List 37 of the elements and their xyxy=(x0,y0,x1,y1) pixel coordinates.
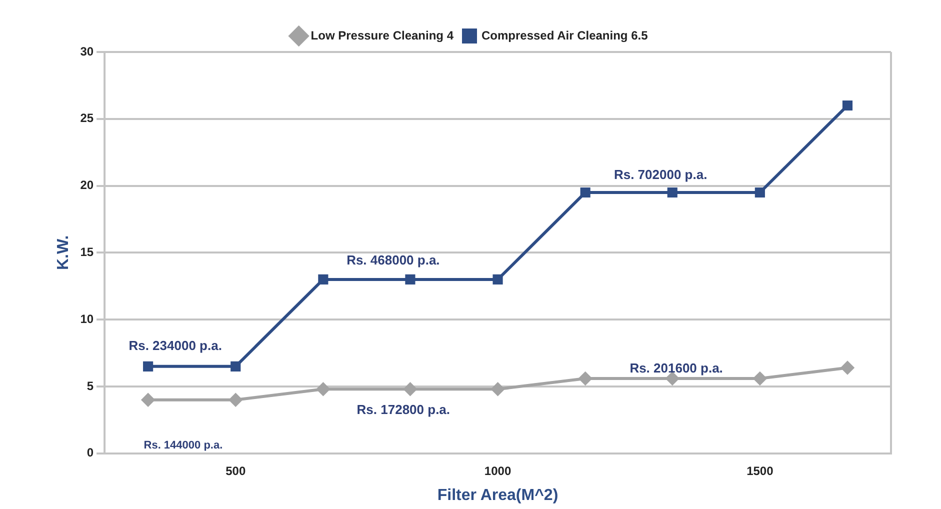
y-axis-title: K.W. xyxy=(55,235,72,270)
y-tick-label: 20 xyxy=(80,178,94,192)
point xyxy=(230,361,241,372)
annotation: Rs. 468000 p.a. xyxy=(346,252,440,268)
point xyxy=(754,187,765,198)
point xyxy=(492,274,503,284)
y-tick-label: 30 xyxy=(80,44,94,58)
point xyxy=(578,372,592,385)
point xyxy=(753,372,766,385)
annotation: Rs. 234000 p.a. xyxy=(128,338,222,353)
annotation: Rs. 201600 p.a. xyxy=(630,360,723,376)
point xyxy=(404,382,417,396)
x-tick-label: 500 xyxy=(226,464,246,478)
y-tick-label: 15 xyxy=(80,245,94,260)
point xyxy=(318,274,328,284)
point xyxy=(667,187,678,198)
point xyxy=(842,100,853,111)
annotation: Rs. 172800 p.a. xyxy=(356,402,450,418)
annotation: Rs. 144000 p.a. xyxy=(144,439,223,452)
point xyxy=(143,361,154,372)
annotation: Rs. 702000 p.a. xyxy=(614,166,708,182)
x-tick-label: 1000 xyxy=(484,464,512,478)
point xyxy=(580,187,590,198)
legend-label: Compressed Air Cleaning 6.5 xyxy=(481,28,648,42)
point xyxy=(491,382,504,396)
y-tick-label: 10 xyxy=(80,312,94,326)
legend-label: Low Pressure Cleaning 4 xyxy=(310,28,454,42)
x-axis-title: Filter Area(M^2) xyxy=(437,486,558,504)
y-tick-label: 0 xyxy=(86,446,94,460)
point xyxy=(405,274,416,284)
point xyxy=(840,361,854,374)
point xyxy=(142,393,155,406)
point xyxy=(229,393,242,406)
point xyxy=(316,382,330,396)
y-tick-label: 5 xyxy=(86,378,94,393)
x-tick-label: 1500 xyxy=(746,464,774,478)
y-tick-label: 25 xyxy=(80,111,94,126)
